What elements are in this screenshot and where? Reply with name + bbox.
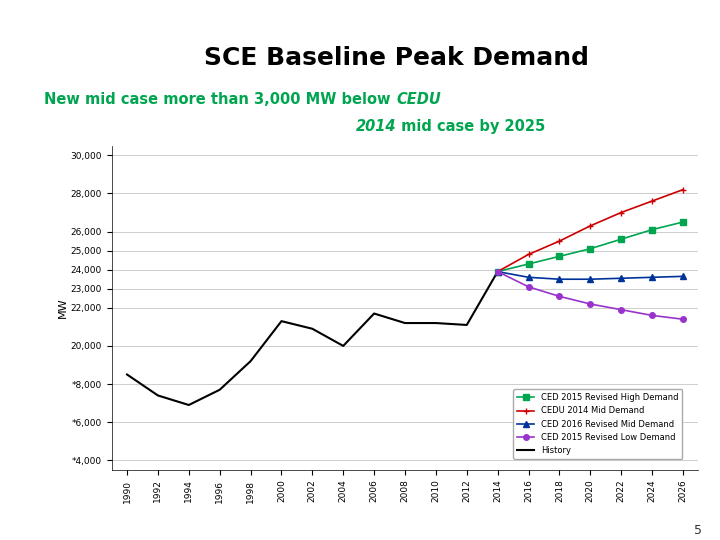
Text: California Energy Commission: California Energy Commission bbox=[256, 14, 464, 27]
Text: 5: 5 bbox=[694, 524, 702, 537]
Text: New mid case more than 3,000 MW below: New mid case more than 3,000 MW below bbox=[45, 92, 396, 107]
Y-axis label: MW: MW bbox=[58, 298, 68, 318]
Legend: CED 2015 Revised High Demand, CEDU 2014 Mid Demand, CED 2016 Revised Mid Demand,: CED 2015 Revised High Demand, CEDU 2014 … bbox=[513, 389, 683, 459]
Text: mid case by 2025: mid case by 2025 bbox=[396, 119, 545, 134]
Text: CEDU: CEDU bbox=[396, 92, 441, 107]
Text: SCE Baseline Peak Demand: SCE Baseline Peak Demand bbox=[204, 46, 588, 70]
Text: 2014: 2014 bbox=[356, 119, 396, 134]
